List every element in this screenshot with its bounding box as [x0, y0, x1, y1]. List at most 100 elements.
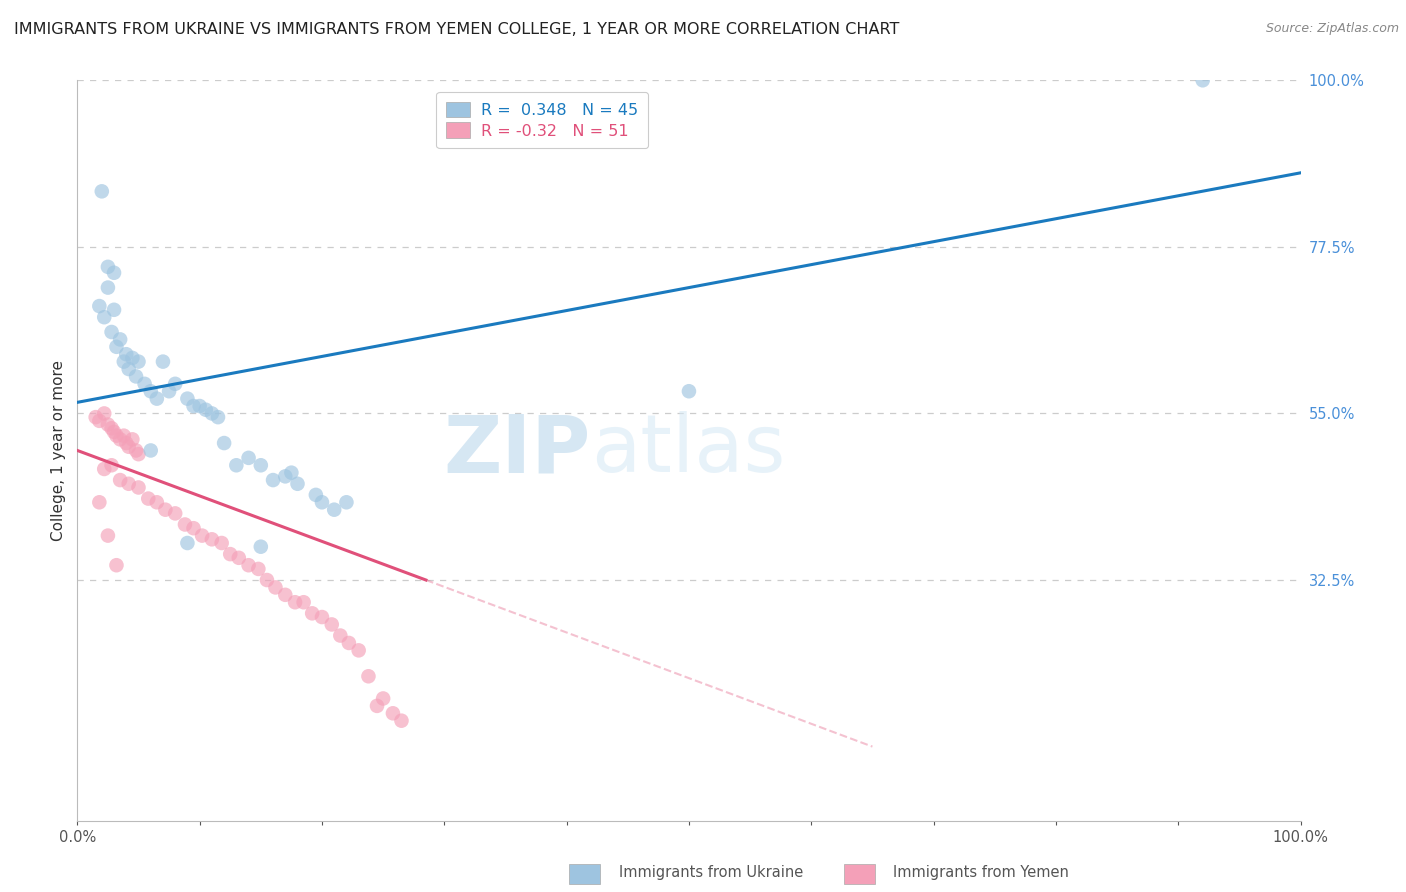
Point	[201, 407, 224, 421]
Point	[188, 399, 211, 413]
Point	[97, 280, 120, 294]
Point	[121, 351, 143, 365]
Point	[136, 491, 159, 506]
Point	[105, 558, 128, 573]
Point	[274, 469, 297, 483]
Point	[191, 528, 214, 542]
Point	[157, 384, 180, 399]
Point	[238, 450, 260, 465]
Point	[125, 369, 148, 384]
Point	[105, 428, 128, 442]
Point	[89, 495, 111, 509]
Point	[264, 581, 287, 595]
Point	[301, 607, 323, 621]
Point	[121, 433, 143, 447]
Text: atlas: atlas	[591, 411, 786, 490]
Point	[211, 536, 233, 550]
Text: ZIP: ZIP	[444, 411, 591, 490]
Point	[678, 384, 700, 399]
Point	[118, 440, 141, 454]
Point	[228, 550, 250, 565]
Point	[238, 558, 260, 573]
Point	[1191, 73, 1213, 87]
Point	[115, 347, 138, 361]
Point	[381, 706, 404, 721]
Point	[280, 466, 302, 480]
Point	[287, 476, 309, 491]
Point	[89, 299, 111, 313]
Point	[128, 354, 150, 368]
Point	[165, 507, 187, 521]
Point	[225, 458, 247, 473]
Text: IMMIGRANTS FROM UKRAINE VS IMMIGRANTS FROM YEMEN COLLEGE, 1 YEAR OR MORE CORRELA: IMMIGRANTS FROM UKRAINE VS IMMIGRANTS FR…	[14, 22, 900, 37]
Point	[146, 495, 169, 509]
Text: Immigrants from Ukraine: Immigrants from Ukraine	[619, 865, 803, 880]
Point	[128, 481, 150, 495]
Y-axis label: College, 1 year or more: College, 1 year or more	[51, 360, 66, 541]
Point	[100, 325, 122, 339]
Point	[155, 502, 177, 516]
Point	[176, 536, 198, 550]
Point	[103, 302, 125, 317]
Legend: R =  0.348   N = 45, R = -0.32   N = 51: R = 0.348 N = 45, R = -0.32 N = 51	[436, 92, 648, 148]
Point	[391, 714, 413, 728]
Point	[93, 310, 115, 325]
Point	[105, 340, 128, 354]
Point	[176, 392, 198, 406]
Point	[329, 629, 352, 643]
Point	[292, 595, 315, 609]
Point	[134, 376, 156, 391]
Point	[112, 354, 135, 368]
Point	[305, 488, 328, 502]
Point	[93, 462, 115, 476]
Point	[103, 425, 125, 439]
Point	[311, 495, 333, 509]
Point	[250, 540, 273, 554]
Point	[112, 428, 135, 442]
Point	[100, 421, 122, 435]
Point	[90, 185, 112, 199]
Point	[115, 436, 138, 450]
Point	[100, 458, 122, 473]
Point	[366, 698, 388, 713]
Point	[321, 617, 343, 632]
Point	[128, 447, 150, 461]
Point	[152, 354, 174, 368]
Point	[201, 533, 224, 547]
Point	[183, 521, 205, 535]
Point	[219, 547, 242, 561]
Point	[371, 691, 394, 706]
Text: Source: ZipAtlas.com: Source: ZipAtlas.com	[1265, 22, 1399, 36]
Point	[174, 517, 197, 532]
Text: Immigrants from Yemen: Immigrants from Yemen	[893, 865, 1069, 880]
Point	[108, 473, 131, 487]
Point	[212, 436, 235, 450]
Point	[108, 333, 131, 347]
Point	[103, 266, 125, 280]
Point	[207, 410, 229, 425]
Point	[97, 260, 120, 274]
Point	[125, 443, 148, 458]
Point	[118, 476, 141, 491]
Point	[274, 588, 297, 602]
Point	[146, 392, 169, 406]
Point	[118, 362, 141, 376]
Point	[323, 502, 346, 516]
Point	[194, 402, 217, 417]
Point	[357, 669, 380, 683]
Point	[139, 384, 162, 399]
Point	[139, 443, 162, 458]
Point	[97, 417, 120, 432]
Point	[108, 433, 131, 447]
Point	[335, 495, 357, 509]
Point	[84, 410, 107, 425]
Point	[247, 562, 270, 576]
Point	[89, 414, 111, 428]
Point	[284, 595, 307, 609]
Point	[250, 458, 273, 473]
Point	[337, 636, 360, 650]
Point	[97, 528, 120, 542]
Point	[262, 473, 284, 487]
Point	[347, 643, 370, 657]
Point	[311, 610, 333, 624]
